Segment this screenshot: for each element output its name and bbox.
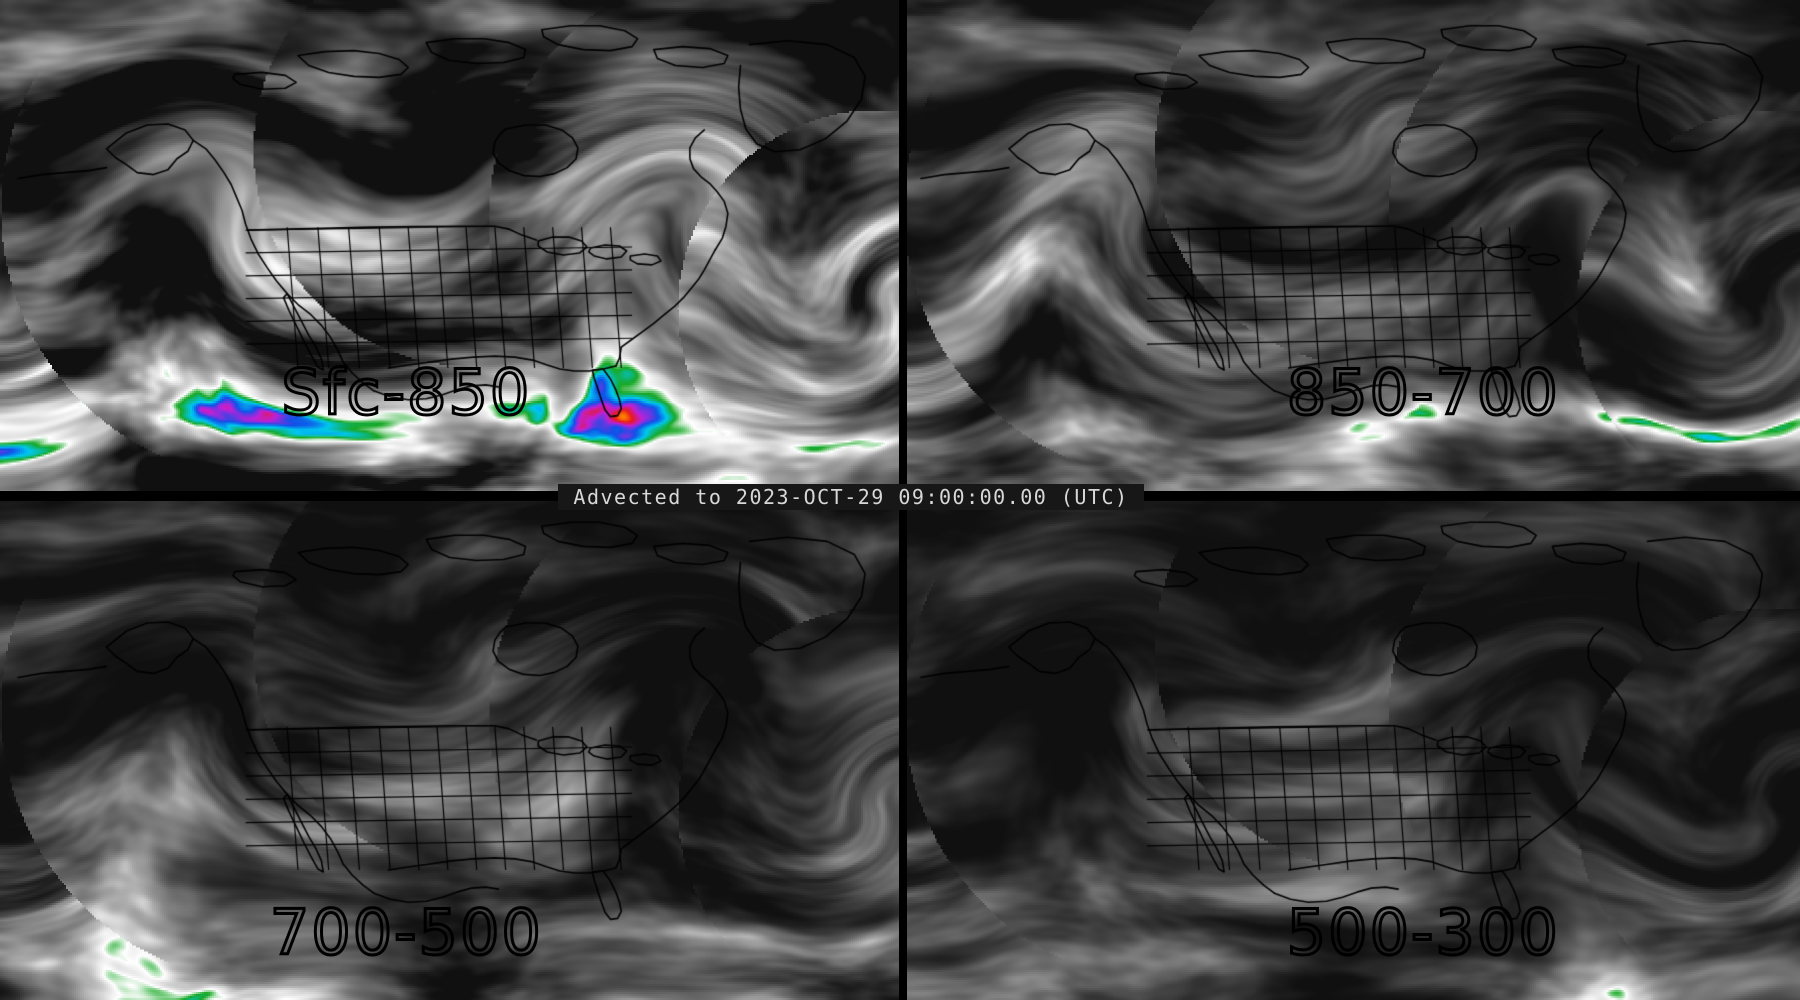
timestamp-text: Advected to 2023-OCT-29 09:00:00.00 (UTC… bbox=[573, 485, 1129, 509]
moisture-field-500-300 bbox=[903, 496, 1800, 1000]
moisture-field-sfc-850 bbox=[0, 0, 903, 496]
timestamp-banner: Advected to 2023-OCT-29 09:00:00.00 (UTC… bbox=[558, 484, 1144, 510]
moisture-field-850-700 bbox=[903, 0, 1800, 496]
panel-850-700[interactable]: 850-700 bbox=[903, 0, 1800, 496]
panel-500-300[interactable]: 500-300 bbox=[903, 496, 1800, 1000]
panel-700-500[interactable]: 700-500 bbox=[0, 496, 903, 1000]
moisture-field-700-500 bbox=[0, 496, 903, 1000]
panel-sfc-850[interactable]: Sfc-850 bbox=[0, 0, 903, 496]
